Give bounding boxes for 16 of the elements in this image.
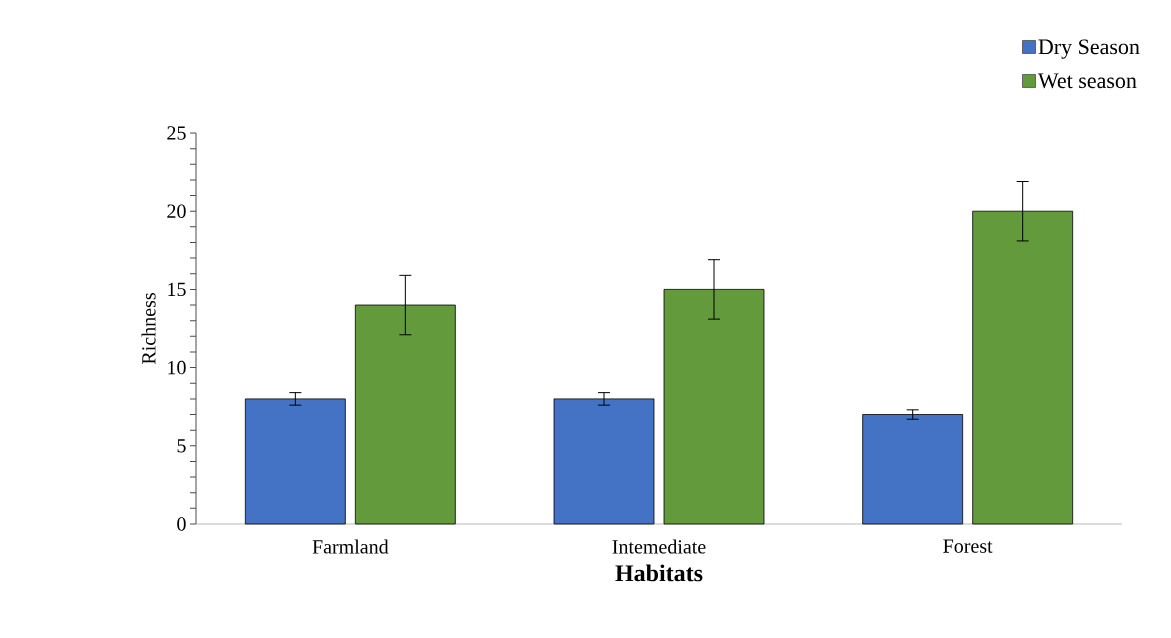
y-tick-label: 0 — [177, 517, 186, 531]
y-axis-title: Richness — [141, 293, 156, 365]
y-tick-label: 10 — [168, 360, 186, 375]
y-tick-label: 20 — [167, 204, 186, 218]
legend-label: Wet season — [1037, 73, 1137, 89]
legend-label: Dry Season — [1038, 39, 1140, 59]
bar — [972, 210, 1074, 525]
y-tick-label: 15 — [168, 282, 186, 297]
x-tick-label: Forest — [943, 539, 993, 553]
x-axis-title: Habitats — [615, 564, 703, 582]
y-tick-label: 5 — [177, 439, 186, 453]
y-tick-label: 25 — [167, 126, 186, 140]
bar — [663, 289, 765, 525]
x-tick-label: Intemediate — [612, 539, 706, 554]
bar — [862, 414, 964, 525]
x-tick-label: Farmland — [312, 539, 389, 554]
